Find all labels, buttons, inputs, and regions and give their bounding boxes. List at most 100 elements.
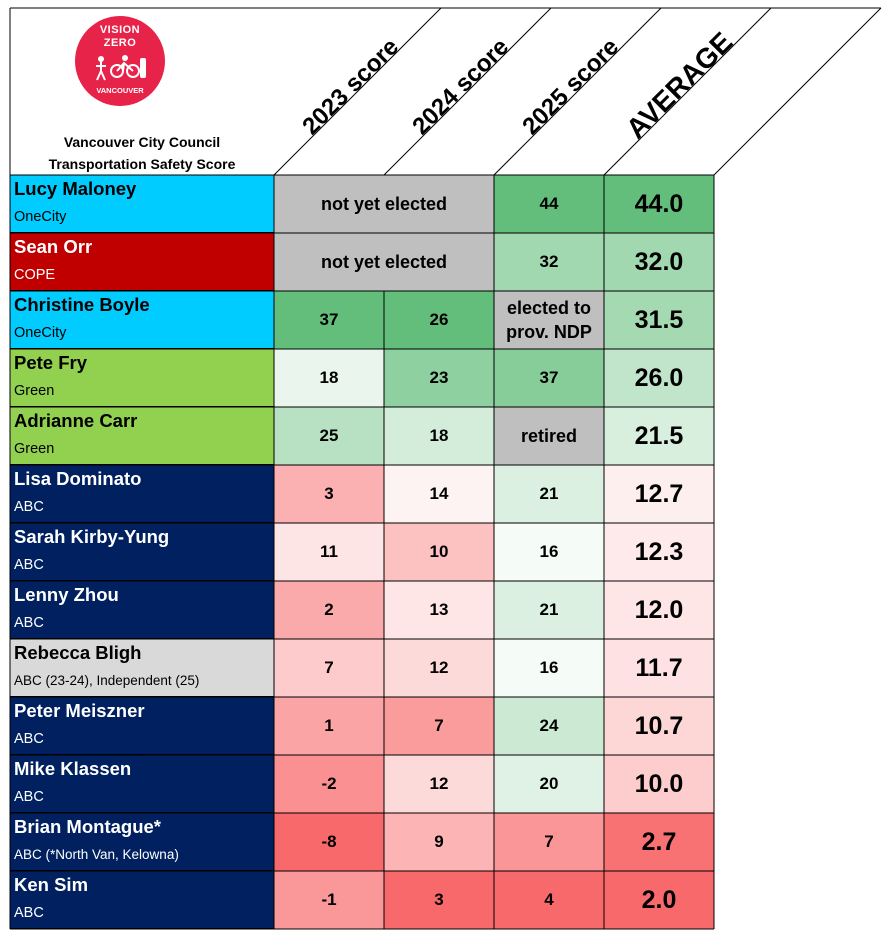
score-2024-cell: 26 [384, 291, 494, 349]
average-cell: 12.7 [604, 465, 714, 523]
score-2023-cell: -1 [274, 871, 384, 929]
score-2024-cell: 13 [384, 581, 494, 639]
councillor-row-header: Sean Orr COPE [10, 233, 274, 291]
average-cell: 2.7 [604, 813, 714, 871]
average-cell: 10.7 [604, 697, 714, 755]
councillor-row-header: Pete Fry Green [10, 349, 274, 407]
logo-text-vancouver: VANCOUVER [96, 86, 144, 95]
average-cell: 10.0 [604, 755, 714, 813]
councillor-row-header: Mike Klassen ABC [10, 755, 274, 813]
score-2023-cell: 2 [274, 581, 384, 639]
councillor-name: Lenny Zhou [14, 584, 119, 605]
score-2025-cell: 21 [494, 581, 604, 639]
score-2024-cell: 18 [384, 407, 494, 465]
party-label: ABC [14, 557, 44, 573]
average-cell: 12.0 [604, 581, 714, 639]
party-label: ABC (23-24), Independent (25) [14, 673, 200, 688]
score-2025-cell: 20 [494, 755, 604, 813]
column-header-1: 2023 score [297, 33, 404, 140]
councillor-row-header: Brian Montague* ABC (*North Van, Kelowna) [10, 813, 274, 871]
score-2025-cell: 16 [494, 639, 604, 697]
score-2024-cell: 12 [384, 639, 494, 697]
councillor-row-header: Rebecca Bligh ABC (23-24), Independent (2… [10, 639, 274, 697]
councillor-name: Lucy Maloney [14, 178, 137, 199]
score-2023-cell: -8 [274, 813, 384, 871]
chart-title-line1: Vancouver City Council [63, 134, 221, 150]
score-2024-cell: 7 [384, 697, 494, 755]
councillor-name: Mike Klassen [14, 758, 132, 779]
councillor-row-header: Lenny Zhou ABC [10, 581, 274, 639]
average-cell: 26.0 [604, 349, 714, 407]
party-label: ABC (*North Van, Kelowna) [14, 847, 179, 862]
councillor-name: Lisa Dominato [14, 468, 142, 489]
logo-text-zero: ZERO [103, 37, 137, 49]
average-cell: 44.0 [604, 175, 714, 233]
councillor-name: Christine Boyle [14, 294, 150, 315]
councillor-row-header: Ken Sim ABC [10, 871, 274, 929]
score-2023-cell: 1 [274, 697, 384, 755]
councillor-name: Sarah Kirby-Yung [14, 526, 170, 547]
score-2023-cell: 11 [274, 523, 384, 581]
score-2023-cell: 3 [274, 465, 384, 523]
average-cell: 12.3 [604, 523, 714, 581]
party-label: ABC [14, 789, 44, 805]
councillor-row-header: Peter Meiszner ABC [10, 697, 274, 755]
score-2025-cell: 24 [494, 697, 604, 755]
party-label: Green [14, 383, 55, 399]
party-label: OneCity [14, 209, 67, 225]
average-cell: 21.5 [604, 407, 714, 465]
councillor-name: Ken Sim [14, 874, 89, 895]
party-label: OneCity [14, 325, 67, 341]
score-2024-cell: 14 [384, 465, 494, 523]
average-cell: 2.0 [604, 871, 714, 929]
score-2025-cell: 21 [494, 465, 604, 523]
score-2025-cell: 16 [494, 523, 604, 581]
party-label: ABC [14, 905, 44, 921]
score-2023-cell: 25 [274, 407, 384, 465]
logo-text-vision: VISION [99, 24, 141, 36]
column-header-3: 2025 score [517, 33, 624, 140]
party-label: Green [14, 441, 55, 457]
not-yet-elected-cell: not yet elected [274, 233, 494, 291]
score-2024-cell: 23 [384, 349, 494, 407]
score-2025-cell: 4 [494, 871, 604, 929]
score-2025-cell: 7 [494, 813, 604, 871]
party-label: ABC [14, 615, 44, 631]
councillor-name: Peter Meiszner [14, 700, 145, 721]
score-2024-cell: 9 [384, 813, 494, 871]
column-header-2: 2024 score [407, 33, 514, 140]
party-label: COPE [14, 267, 56, 283]
score-2023-cell: 37 [274, 291, 384, 349]
score-2025-cell: 44 [494, 175, 604, 233]
pedestrian-cyclist-icon [96, 55, 146, 81]
councillor-name: Brian Montague* [14, 816, 161, 837]
chart-title-line2: Transportation Safety Score [48, 156, 236, 172]
score-2024-cell: 10 [384, 523, 494, 581]
score-2023-cell: 18 [274, 349, 384, 407]
councillor-row-header: Lucy Maloney OneCity [10, 175, 274, 233]
councillor-name: Sean Orr [14, 236, 93, 257]
score-2023-cell: -2 [274, 755, 384, 813]
score-2025-cell: 37 [494, 349, 604, 407]
vision-zero-logo: VISION ZERO VANCOUVER [75, 16, 165, 106]
score-2024-cell: 3 [384, 871, 494, 929]
score-2025-cell: 32 [494, 233, 604, 291]
average-cell: 31.5 [604, 291, 714, 349]
not-yet-elected-cell: not yet elected [274, 175, 494, 233]
column-header-4: AVERAGE [620, 26, 738, 144]
councillor-name: Pete Fry [14, 352, 88, 373]
party-label: ABC [14, 499, 44, 515]
score-2024-cell: 12 [384, 755, 494, 813]
councillor-row-header: Sarah Kirby-Yung ABC [10, 523, 274, 581]
party-label: ABC [14, 731, 44, 747]
councillor-row-header: Lisa Dominato ABC [10, 465, 274, 523]
average-cell: 11.7 [604, 639, 714, 697]
average-cell: 32.0 [604, 233, 714, 291]
councillor-row-header: Adrianne Carr Green [10, 407, 274, 465]
score-2025-note-cell: retired [494, 407, 604, 465]
councillor-name: Rebecca Bligh [14, 642, 142, 663]
councillor-name: Adrianne Carr [14, 410, 138, 431]
score-2025-note-cell: elected to prov. NDP [494, 291, 604, 349]
